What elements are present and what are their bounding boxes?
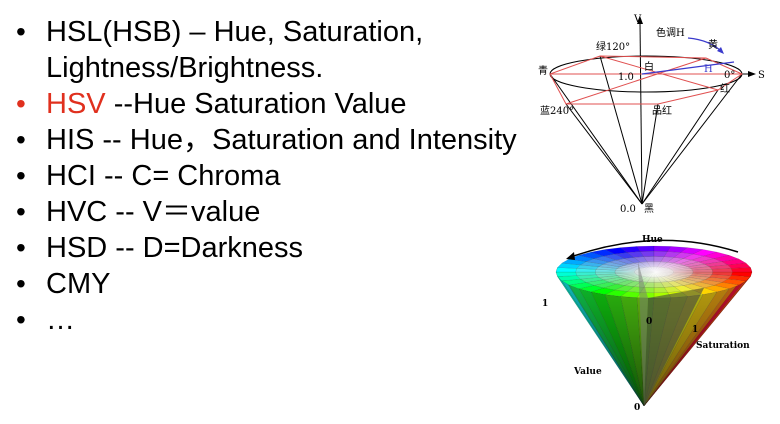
hue-arc — [567, 239, 739, 259]
bullet-hvc: • HVC -- V＝value — [14, 194, 539, 230]
bullet-hci: • HCI -- C= Chroma — [14, 158, 539, 194]
bullet-dot: • — [16, 268, 26, 299]
bullet-text: HCI -- C= Chroma — [46, 160, 281, 192]
label-v: V — [633, 14, 642, 25]
label-one-left: 1 — [542, 299, 548, 309]
hsv-color-cone: Hue 1 0 1 Saturation Value 0 — [542, 235, 753, 413]
bullet-text: HVC -- V＝value — [46, 196, 261, 228]
cone-center-white — [616, 260, 696, 284]
v-axis-arrow — [637, 16, 643, 24]
label-black: 黑 — [644, 203, 654, 215]
bullet-text: … — [46, 304, 75, 336]
bullet-text: CMY — [46, 268, 111, 300]
label-saturation: Saturation — [696, 341, 750, 351]
cone-top-cell — [555, 271, 577, 277]
label-cyan: 青 — [538, 64, 548, 77]
bullet-dot: • — [16, 124, 26, 155]
label-red: 红 — [720, 82, 730, 95]
label-zero-center: 0 — [646, 317, 652, 327]
label-value: Value — [573, 367, 602, 377]
bullet-hsd: • HSD -- D=Darkness — [14, 230, 539, 266]
s-axis-arrow — [748, 71, 756, 77]
bullet-hsv: • HSV --Hue Saturation Value — [14, 86, 539, 122]
label-black-val: 0.0 — [620, 204, 636, 215]
bullet-dot: • — [16, 16, 26, 47]
label-green: 绿120° — [596, 40, 630, 53]
bullet-dot: • — [16, 232, 26, 263]
bullet-dot: • — [16, 196, 26, 227]
label-white: 白 — [644, 60, 654, 73]
bullet-text: HIS -- Hue，Saturation and Intensity — [46, 124, 517, 156]
cut-face-left — [638, 262, 648, 406]
cone-top-cell — [731, 267, 753, 273]
label-s: S — [758, 70, 765, 81]
label-zero-bottom: 0 — [634, 403, 640, 413]
bullet-dot: • — [16, 88, 26, 119]
bullet-hsv-tail: --Hue Saturation Value — [105, 88, 407, 120]
label-blue: 蓝240° — [540, 105, 574, 117]
bullet-dot: • — [16, 304, 26, 335]
cut-face-right — [644, 288, 704, 406]
label-yellow: 黄 — [708, 38, 718, 51]
hue-arrow — [717, 47, 724, 54]
bullet-his: • HIS -- Hue，Saturation and Intensity — [14, 122, 539, 158]
label-one-saturation: 1 — [692, 325, 698, 335]
bullet-list: • HSL(HSB) – Hue, Saturation, Lightness/B… — [14, 14, 539, 338]
bullet-text: HSD -- D=Darkness — [46, 232, 304, 264]
bullet-cmy: • CMY — [14, 266, 539, 302]
cone-edge-left — [549, 73, 643, 205]
cone-edge-right — [641, 73, 743, 205]
cone-shadow-left — [556, 272, 648, 406]
bullet-ellipsis: •… — [14, 302, 539, 338]
bullet-dot: • — [16, 160, 26, 191]
bullet-hsv-head: HSV — [46, 88, 106, 120]
label-white-val: 1.0 — [618, 72, 634, 83]
label-magenta: 品红 — [652, 104, 672, 117]
hsv-hexcone-diagram: V S 色调H H 绿120° 黄 青 1.0 白 0° 红 蓝240° 品红 … — [538, 14, 765, 215]
hue-arrow — [566, 252, 575, 260]
bullet-text: HSL(HSB) – Hue, Saturation, Lightness/Br… — [46, 16, 424, 84]
label-hue: Hue — [642, 235, 663, 245]
label-hue: 色调H — [656, 26, 685, 39]
hue-hexagon — [549, 55, 744, 105]
bullet-hsl: • HSL(HSB) – Hue, Saturation, Lightness/B… — [14, 14, 539, 86]
label-h: H — [704, 64, 713, 75]
label-zero-deg: 0° — [724, 70, 735, 81]
v-axis-line — [639, 21, 643, 205]
